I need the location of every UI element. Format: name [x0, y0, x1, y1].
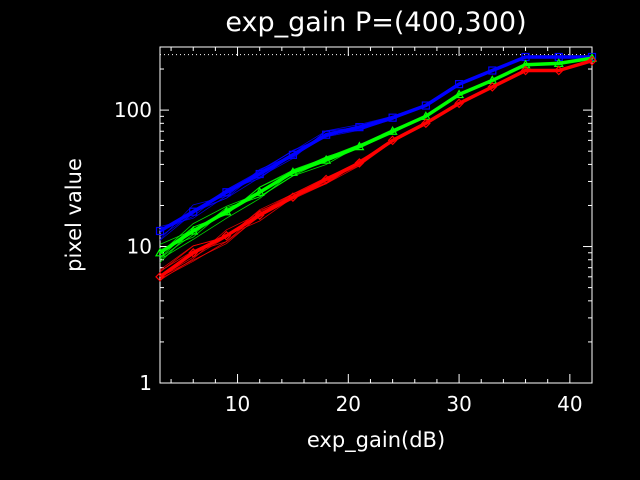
series-2-point — [420, 118, 431, 129]
series-2-trace — [159, 60, 593, 278]
series-1-point — [221, 206, 232, 216]
series-1-trace — [159, 57, 593, 259]
series-0-point — [388, 113, 397, 122]
series-1-trace — [159, 57, 593, 260]
x-axis-label: exp_gain(dB) — [307, 428, 445, 453]
series-1-point — [287, 167, 298, 176]
series-1-trace — [159, 57, 593, 263]
series-2-point — [188, 247, 199, 258]
series-2-line — [158, 59, 593, 279]
series-0-point — [322, 130, 331, 139]
series-2-trace — [159, 60, 593, 273]
series-1-trace — [159, 57, 593, 259]
series-2-point — [155, 271, 165, 282]
series-2-trace — [159, 60, 593, 281]
x-tick-label: 20 — [336, 392, 361, 416]
series-0-trace — [159, 56, 592, 230]
series-1-point — [454, 89, 465, 99]
series-2-point — [321, 174, 332, 185]
series-0-point — [355, 123, 364, 132]
y-axis-label: pixel value — [62, 158, 86, 272]
series-1-point — [321, 154, 332, 164]
series-0-point — [189, 207, 198, 216]
series-0-point — [155, 226, 165, 236]
series-1-trace — [159, 57, 593, 254]
series-2-point — [354, 158, 365, 168]
series-0-point — [454, 80, 464, 89]
series-2-point — [221, 230, 232, 241]
plot-area: 10 20 30 40 1 10 100 — [114, 46, 598, 416]
y-tick-label: 10 — [127, 235, 152, 259]
series-2-point — [387, 135, 398, 146]
series-2-point — [487, 82, 498, 92]
series-2-trace — [159, 60, 593, 272]
series-2-point — [254, 210, 265, 220]
series-2-point — [288, 192, 298, 203]
series-0-point — [255, 169, 264, 179]
series-1-point — [188, 225, 199, 235]
series-0-trace — [159, 56, 592, 232]
x-tick-label: 30 — [446, 392, 471, 416]
series-1-point — [254, 187, 265, 196]
series-1-point — [387, 126, 398, 135]
series-0-point — [421, 101, 430, 110]
series-0-line — [159, 55, 592, 233]
series-1-point — [520, 59, 531, 69]
series-0-point — [222, 188, 231, 197]
series-2-trace — [159, 60, 593, 277]
series-0-trace — [159, 56, 592, 233]
x-tick-label: 40 — [557, 392, 582, 416]
series-2-trace — [159, 60, 593, 280]
series-1-point — [354, 141, 365, 151]
x-tick-label: 10 — [225, 392, 250, 416]
series-0-trace — [159, 56, 592, 232]
series-0-point — [288, 150, 298, 159]
y-tick-label: 100 — [114, 98, 152, 122]
series-2-point — [553, 65, 564, 76]
series-1-point — [154, 247, 166, 257]
axes-frame — [159, 46, 593, 384]
series-2-point — [454, 98, 464, 109]
series-2-point — [587, 55, 597, 66]
series-1-line — [159, 56, 593, 255]
chart-title: exp_gain P=(400,300) — [225, 7, 526, 38]
series-0-trace — [159, 56, 592, 227]
series-2-point — [520, 65, 531, 76]
series-1-trace — [159, 57, 593, 255]
y-tick-label: 1 — [139, 371, 152, 395]
series-0-point — [488, 66, 497, 75]
